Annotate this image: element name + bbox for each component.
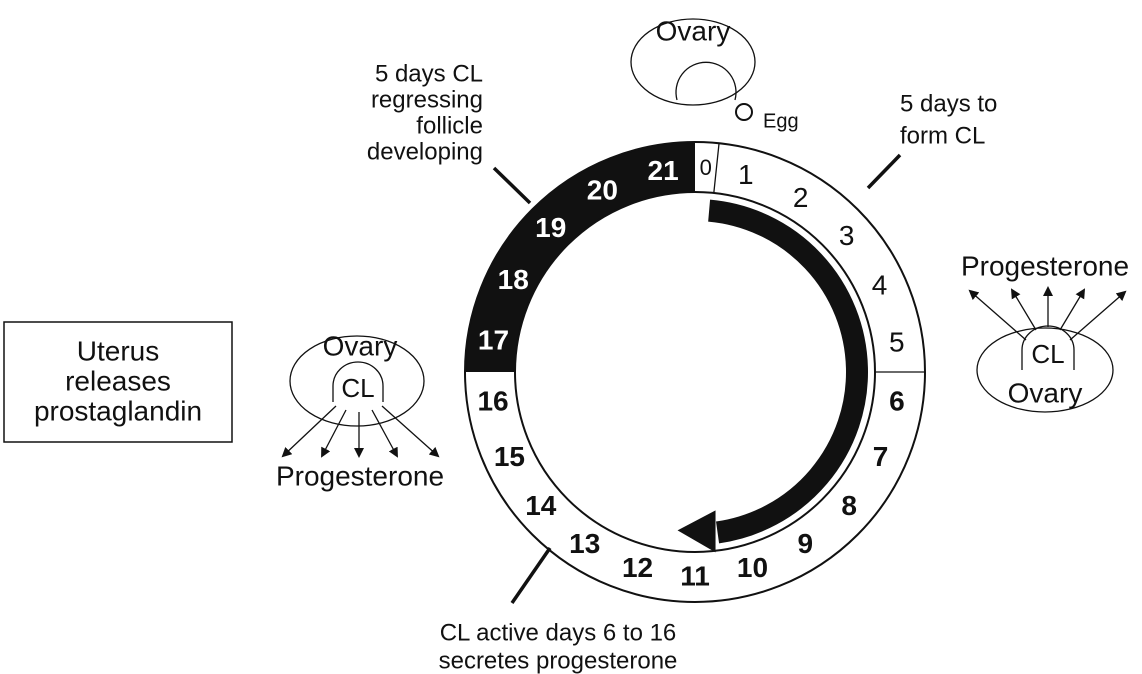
box-text: Uterus <box>77 335 159 366</box>
box-text: prostaglandin <box>34 395 202 426</box>
ovary-label: Ovary <box>656 15 731 46</box>
annotation: form CL <box>900 122 985 149</box>
annotation: follicle <box>416 112 483 139</box>
day-number: 14 <box>525 490 557 521</box>
day-number: 11 <box>680 560 710 591</box>
segment-divider <box>714 143 719 193</box>
inner-ring <box>515 192 875 552</box>
day-number: 8 <box>841 490 857 521</box>
annotation: 5 days to <box>900 90 997 117</box>
day-number: 17 <box>478 324 509 355</box>
day-number: 12 <box>622 552 653 583</box>
day-number: 0 <box>700 155 712 180</box>
day-number: 1 <box>738 159 754 190</box>
hormone-arrows <box>970 288 1125 340</box>
hormone-label: Progesterone <box>961 250 1129 281</box>
day-number: 10 <box>737 552 768 583</box>
day-number: 21 <box>648 155 679 186</box>
hormone-label: Progesterone <box>276 460 444 491</box>
annotation: regressing <box>371 86 483 113</box>
day-number: 16 <box>477 385 508 416</box>
day-number: 13 <box>569 528 600 559</box>
annotation: secretes progesterone <box>439 647 678 674</box>
egg-label: Egg <box>763 110 799 132</box>
cycle-arrowhead <box>678 510 716 552</box>
cl-label: CL <box>341 373 374 403</box>
day-number: 5 <box>889 327 905 358</box>
ovary-label: Ovary <box>1008 377 1083 408</box>
day-number: 6 <box>889 385 905 416</box>
annotation: CL active days 6 to 16 <box>440 619 677 646</box>
diagram: Uterus releases prostaglandin Ovary Egg … <box>0 0 1142 674</box>
box-text: releases <box>65 365 171 396</box>
day-number: 4 <box>872 270 888 301</box>
day-number: 7 <box>873 441 889 472</box>
day-number: 20 <box>587 175 618 206</box>
egg <box>736 104 752 120</box>
day-number: 3 <box>839 220 855 251</box>
day-number: 2 <box>793 182 809 213</box>
cl-label: CL <box>1031 339 1064 369</box>
day-number: 19 <box>535 212 566 243</box>
annotation: developing <box>367 138 483 165</box>
follicle <box>676 62 736 100</box>
day-number: 9 <box>798 528 814 559</box>
ovary-label: Ovary <box>323 330 398 361</box>
day-number: 18 <box>498 264 529 295</box>
hormone-arrows <box>283 406 438 456</box>
day-number: 15 <box>494 441 525 472</box>
annotation: 5 days CL <box>375 60 483 87</box>
